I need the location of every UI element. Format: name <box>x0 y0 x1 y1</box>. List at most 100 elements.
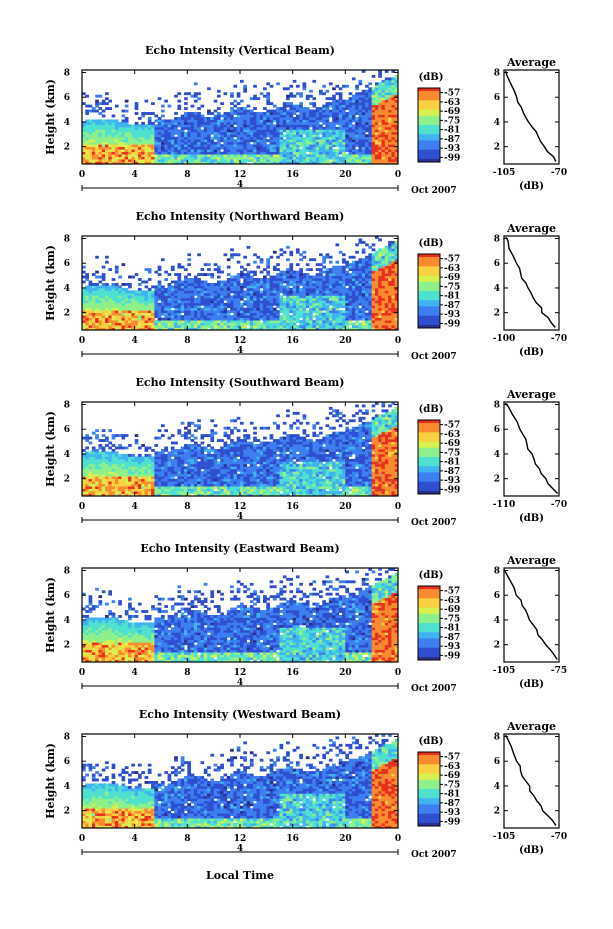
heatmap-cell <box>279 124 284 128</box>
colorbar-segment <box>418 143 440 147</box>
heatmap-cell <box>246 290 251 294</box>
heatmap-cell <box>263 87 267 91</box>
heatmap-cell <box>161 300 165 304</box>
heatmap-cell <box>101 136 106 140</box>
heatmap-cell <box>388 154 392 157</box>
heatmap-cell <box>85 315 89 319</box>
heatmap-cell <box>144 292 149 296</box>
heatmap-cell <box>286 102 290 106</box>
heatmap-cell <box>276 126 280 130</box>
heatmap-cell <box>365 121 369 125</box>
heatmap-cell <box>345 129 350 133</box>
heatmap-cell <box>335 315 340 319</box>
heatmap-cell <box>335 126 340 130</box>
heatmap-cell <box>236 305 241 309</box>
heatmap-cell <box>368 92 373 96</box>
heatmap-cell <box>365 260 369 264</box>
heatmap-cell <box>286 245 290 249</box>
heatmap-cell <box>338 268 343 272</box>
heatmap-cell <box>98 280 103 284</box>
colorbar-segment <box>418 297 440 301</box>
heatmap-cell <box>223 154 228 157</box>
colorbar-segment <box>418 281 440 286</box>
heatmap-cell <box>157 265 162 269</box>
heatmap-cell <box>371 149 376 153</box>
heatmap-cell <box>384 305 389 309</box>
heatmap-cell <box>220 317 224 321</box>
heatmap-cell <box>289 265 294 269</box>
heatmap-cell <box>361 322 366 326</box>
heatmap-cell <box>266 327 271 331</box>
heatmap-cell <box>374 268 379 272</box>
heatmap-cell <box>371 295 376 299</box>
heatmap-cell <box>203 322 208 326</box>
heatmap-cell <box>128 156 132 160</box>
heatmap-cell <box>226 149 231 153</box>
heatmap-cell <box>299 114 303 118</box>
heatmap-cell <box>249 159 254 162</box>
heatmap-cell <box>289 290 294 294</box>
heatmap-cell <box>95 493 99 497</box>
heatmap-cell <box>325 117 330 120</box>
heatmap-cell <box>381 287 386 291</box>
panel-title: Echo Intensity (Southward Beam) <box>136 376 345 389</box>
heatmap-cell <box>374 273 379 276</box>
heatmap-cell <box>174 317 178 321</box>
heatmap-cell <box>266 287 271 291</box>
heatmap-cell <box>256 129 261 133</box>
heatmap-cell <box>263 159 267 162</box>
heatmap-cell <box>170 121 175 125</box>
heatmap-cell <box>256 131 261 135</box>
panel-2: Echo Intensity (Southward Beam)2468Heigh… <box>44 376 567 528</box>
heatmap-cell <box>269 144 274 148</box>
heatmap-cell <box>131 151 136 155</box>
colorbar-segment <box>418 269 440 273</box>
heatmap-cell <box>167 273 172 276</box>
heatmap-cell <box>95 297 99 301</box>
heatmap-cell <box>134 292 139 296</box>
heatmap-cell <box>226 136 231 140</box>
heatmap-cell <box>177 104 182 108</box>
heatmap-cell <box>384 141 389 145</box>
heatmap-cell <box>302 131 307 135</box>
heatmap-cell <box>167 129 172 133</box>
heatmap-cell <box>292 285 297 289</box>
heatmap-cell <box>128 327 132 331</box>
heatmap-cell <box>309 134 313 138</box>
heatmap-cell <box>170 320 175 323</box>
heatmap-cell <box>282 121 287 125</box>
heatmap-cell <box>197 253 201 257</box>
heatmap-cell <box>388 151 392 155</box>
heatmap-cell <box>249 278 254 281</box>
heatmap-cell <box>292 139 297 143</box>
heatmap-cell <box>246 275 251 279</box>
heatmap-cell <box>351 287 356 291</box>
heatmap-cell <box>91 124 96 128</box>
heatmap-cell <box>207 322 211 326</box>
heatmap-cell <box>230 126 234 130</box>
heatmap-cell <box>351 97 356 101</box>
average-y-tick-label: 6 <box>494 93 500 103</box>
heatmap-cell <box>207 126 211 130</box>
heatmap-cell <box>177 119 182 123</box>
heatmap-cell <box>378 300 382 304</box>
heatmap-cell <box>338 265 343 269</box>
heatmap-cell <box>388 136 392 140</box>
heatmap-cell <box>95 161 99 165</box>
heatmap-cell <box>193 292 198 296</box>
heatmap-cell <box>236 102 241 106</box>
heatmap-cell <box>180 305 185 309</box>
heatmap-cell <box>371 109 376 113</box>
heatmap-cell <box>295 317 300 321</box>
heatmap-cell <box>351 327 356 331</box>
heatmap-cell <box>292 322 297 326</box>
heatmap-cell <box>184 159 188 162</box>
heatmap-cell <box>236 278 241 281</box>
heatmap-cell <box>266 263 271 267</box>
heatmap-cell <box>243 107 247 110</box>
heatmap-cell <box>263 312 267 316</box>
heatmap-cell <box>170 302 175 306</box>
heatmap-cell <box>200 141 205 145</box>
heatmap-cell <box>177 146 182 150</box>
heatmap-cell <box>348 302 353 306</box>
